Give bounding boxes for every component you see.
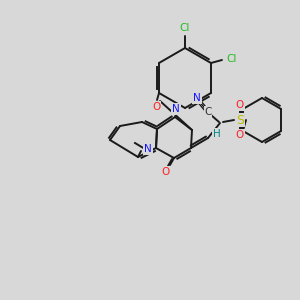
Text: N: N [193,93,201,103]
Text: N: N [172,104,180,114]
Text: O: O [152,102,160,112]
Text: Cl: Cl [180,23,190,33]
Text: O: O [236,130,244,140]
Text: C: C [204,107,212,117]
Text: H: H [213,129,221,139]
Text: Cl: Cl [227,54,237,64]
Text: O: O [161,167,169,177]
Text: N: N [144,144,152,154]
Text: O: O [236,100,244,110]
Text: S: S [236,113,244,127]
